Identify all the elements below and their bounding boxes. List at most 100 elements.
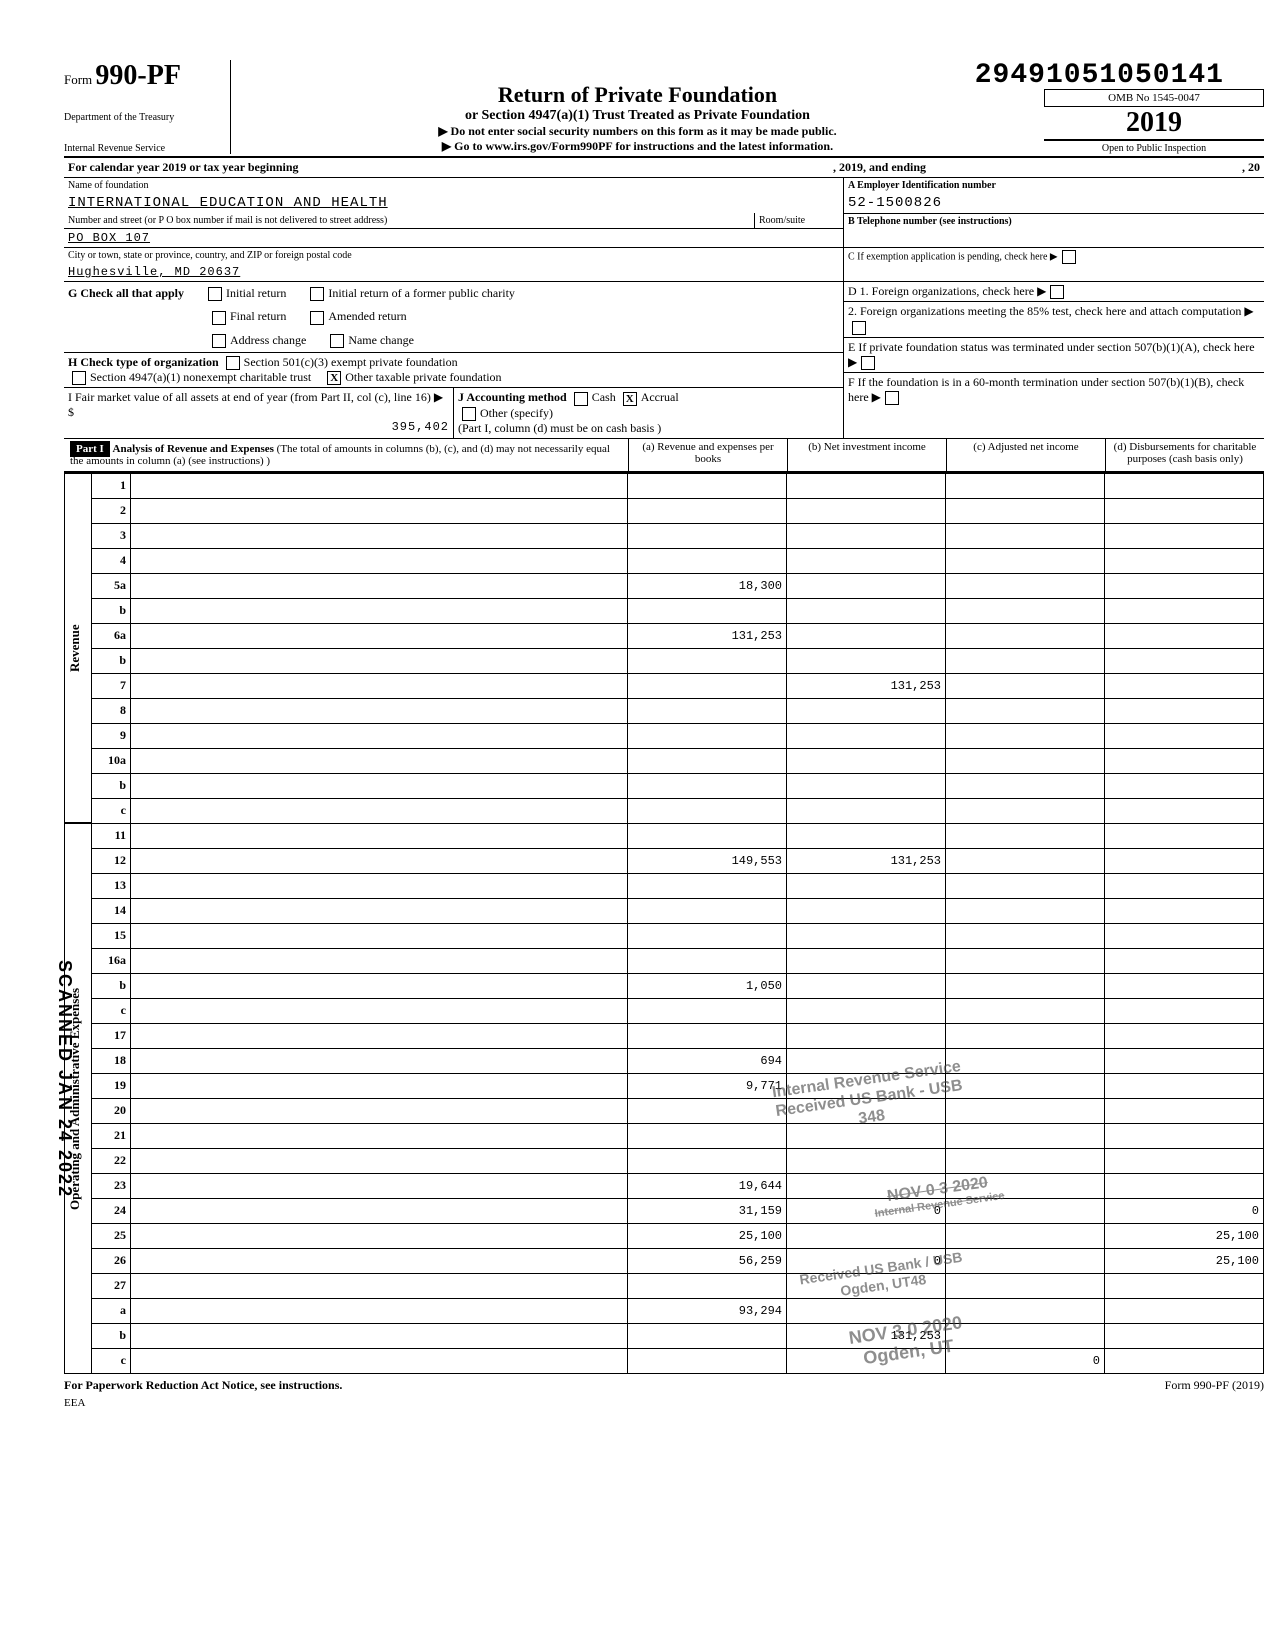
document-id: 29491051050141 bbox=[975, 60, 1224, 91]
form-subtitle: or Section 4947(a)(1) Trust Treated as P… bbox=[237, 108, 1038, 124]
section-g: G Check all that apply Initial return In… bbox=[64, 282, 843, 353]
table-row: 21 bbox=[92, 1123, 1264, 1148]
revenue-label: Revenue bbox=[64, 473, 92, 823]
d1-label: D 1. Foreign organizations, check here bbox=[848, 284, 1034, 298]
table-row: 2525,10025,100 bbox=[92, 1223, 1264, 1248]
g-amended-checkbox[interactable] bbox=[310, 311, 324, 325]
section-h: H Check type of organization Section 501… bbox=[64, 353, 843, 389]
table-row: 2431,15900 bbox=[92, 1198, 1264, 1223]
name-label: Name of foundation bbox=[64, 178, 843, 193]
city-state-zip: Hughesville, MD 20637 bbox=[64, 263, 843, 281]
footer-right: Form 990-PF (2019) bbox=[1165, 1378, 1264, 1393]
c-label: C If exemption application is pending, c… bbox=[844, 248, 1264, 266]
table-row: b bbox=[92, 773, 1264, 798]
col-d-header: (d) Disbursements for charitable purpose… bbox=[1106, 439, 1264, 471]
col-b-header: (b) Net investment income bbox=[788, 439, 947, 471]
c-checkbox[interactable] bbox=[1062, 250, 1076, 264]
part1-title: Analysis of Revenue and Expenses bbox=[113, 443, 274, 455]
col-a-header: (a) Revenue and expenses per books bbox=[629, 439, 788, 471]
form-number: 990-PF bbox=[95, 60, 181, 91]
g-namechg-checkbox[interactable] bbox=[330, 334, 344, 348]
f-label: F If the foundation is in a 60-month ter… bbox=[848, 375, 1244, 404]
j-cash-checkbox[interactable] bbox=[574, 392, 588, 406]
table-row: 8 bbox=[92, 698, 1264, 723]
lines-table: 12345a18,300b6a131,253b7131,2538910abc11… bbox=[92, 473, 1264, 1374]
table-row: 4 bbox=[92, 548, 1264, 573]
section-i: I Fair market value of all assets at end… bbox=[64, 388, 454, 438]
table-row: 15 bbox=[92, 923, 1264, 948]
instruction-1: ▶ Do not enter social security numbers o… bbox=[237, 124, 1038, 139]
table-row: c bbox=[92, 998, 1264, 1023]
table-row: 5a18,300 bbox=[92, 573, 1264, 598]
footer-left: For Paperwork Reduction Act Notice, see … bbox=[64, 1378, 342, 1393]
address: PO BOX 107 bbox=[64, 229, 843, 247]
omb-number: OMB No 1545-0047 bbox=[1044, 89, 1264, 107]
period-end: , 20 bbox=[1238, 158, 1264, 177]
section-j: J Accounting method Cash Accrual Other (… bbox=[454, 388, 843, 438]
table-row: b131,253 bbox=[92, 1323, 1264, 1348]
e-label: E If private foundation status was termi… bbox=[848, 340, 1255, 354]
table-row: 1 bbox=[92, 473, 1264, 498]
table-row: 6a131,253 bbox=[92, 623, 1264, 648]
table-row: 20 bbox=[92, 1098, 1264, 1123]
ein-label: A Employer Identification number bbox=[844, 178, 1264, 193]
ein: 52-1500826 bbox=[844, 193, 1264, 214]
table-row: 2656,259025,100 bbox=[92, 1248, 1264, 1273]
g-final-checkbox[interactable] bbox=[212, 311, 226, 325]
phone-label: B Telephone number (see instructions) bbox=[844, 214, 1264, 229]
table-row: c bbox=[92, 798, 1264, 823]
part1-header: Part I Analysis of Revenue and Expenses … bbox=[64, 439, 1264, 473]
h-other-checkbox[interactable] bbox=[327, 371, 341, 385]
table-row: 3 bbox=[92, 523, 1264, 548]
table-row: 14 bbox=[92, 898, 1264, 923]
table-row: 2319,644 bbox=[92, 1173, 1264, 1198]
dept-line-1: Department of the Treasury bbox=[64, 112, 224, 123]
g-initial-checkbox[interactable] bbox=[208, 287, 222, 301]
table-row: 18694 bbox=[92, 1048, 1264, 1073]
table-row: 11 bbox=[92, 823, 1264, 848]
table-row: 16a bbox=[92, 948, 1264, 973]
g-former-checkbox[interactable] bbox=[310, 287, 324, 301]
table-row: 22 bbox=[92, 1148, 1264, 1173]
period-label: For calendar year 2019 or tax year begin… bbox=[64, 158, 303, 177]
g-addrchg-checkbox[interactable] bbox=[212, 334, 226, 348]
f-checkbox[interactable] bbox=[885, 391, 899, 405]
form-prefix: Form bbox=[64, 72, 92, 87]
col-c-header: (c) Adjusted net income bbox=[947, 439, 1106, 471]
table-row: b bbox=[92, 598, 1264, 623]
table-row: c0 bbox=[92, 1348, 1264, 1373]
fmv-value: 395,402 bbox=[392, 420, 449, 434]
table-row: 17 bbox=[92, 1023, 1264, 1048]
footer-eea: EEA bbox=[64, 1397, 1264, 1409]
j-accrual-checkbox[interactable] bbox=[623, 392, 637, 406]
table-row: 199,771 bbox=[92, 1073, 1264, 1098]
g-label: G Check all that apply bbox=[68, 286, 184, 301]
room-label: Room/suite bbox=[754, 213, 843, 228]
table-row: 9 bbox=[92, 723, 1264, 748]
table-row: 27 bbox=[92, 1273, 1264, 1298]
table-row: b1,050 bbox=[92, 973, 1264, 998]
d1-checkbox[interactable] bbox=[1050, 285, 1064, 299]
table-row: 10a bbox=[92, 748, 1264, 773]
open-public: Open to Public Inspection bbox=[1044, 140, 1264, 154]
j-other-checkbox[interactable] bbox=[462, 407, 476, 421]
d2-checkbox[interactable] bbox=[852, 321, 866, 335]
instruction-2: ▶ Go to www.irs.gov/Form990PF for instru… bbox=[237, 139, 1038, 154]
table-row: a93,294 bbox=[92, 1298, 1264, 1323]
city-label: City or town, state or province, country… bbox=[64, 247, 843, 263]
h-4947-checkbox[interactable] bbox=[72, 371, 86, 385]
table-row: 13 bbox=[92, 873, 1264, 898]
e-checkbox[interactable] bbox=[861, 356, 875, 370]
form-title: Return of Private Foundation bbox=[237, 82, 1038, 108]
scanned-stamp: SCANNED JAN 24 2022 bbox=[54, 960, 75, 1198]
addr-label: Number and street (or P O box number if … bbox=[64, 213, 754, 228]
d2-label: 2. Foreign organizations meeting the 85%… bbox=[848, 304, 1241, 318]
dept-line-2: Internal Revenue Service bbox=[64, 143, 224, 154]
table-row: 2 bbox=[92, 498, 1264, 523]
table-row: 7131,253 bbox=[92, 673, 1264, 698]
h-501c3-checkbox[interactable] bbox=[226, 356, 240, 370]
tax-year: 2019 bbox=[1044, 107, 1264, 140]
table-row: 12149,553131,253 bbox=[92, 848, 1264, 873]
foundation-name: INTERNATIONAL EDUCATION AND HEALTH bbox=[64, 193, 843, 213]
period-mid: , 2019, and ending bbox=[829, 158, 930, 177]
